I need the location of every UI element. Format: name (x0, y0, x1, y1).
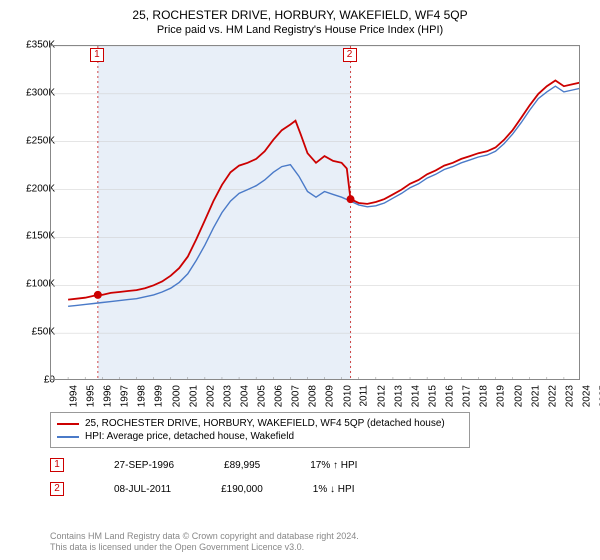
plot-area (50, 45, 580, 380)
x-tick-label: 2012 (376, 385, 387, 407)
x-tick-label: 2004 (239, 385, 250, 407)
x-tick-label: 1999 (154, 385, 165, 407)
x-tick-label: 1994 (68, 385, 79, 407)
x-tick-label: 2017 (461, 385, 472, 407)
transaction-date: 08-JUL-2011 (114, 484, 171, 495)
legend-label: HPI: Average price, detached house, Wake… (85, 431, 294, 442)
x-tick-label: 1997 (120, 385, 131, 407)
x-tick-label: 2009 (325, 385, 336, 407)
x-tick-label: 2015 (427, 385, 438, 407)
x-tick-label: 2013 (393, 385, 404, 407)
x-tick-label: 2001 (188, 385, 199, 407)
transaction-marker-icon: 2 (50, 482, 64, 496)
event-marker-icon: 2 (343, 48, 357, 62)
legend-swatch (57, 436, 79, 438)
footer-attribution: Contains HM Land Registry data © Crown c… (50, 531, 359, 554)
x-tick-label: 1998 (137, 385, 148, 407)
legend-item: 25, ROCHESTER DRIVE, HORBURY, WAKEFIELD,… (57, 417, 463, 430)
chart-subtitle: Price paid vs. HM Land Registry's House … (0, 22, 600, 40)
transaction-date: 27-SEP-1996 (114, 460, 174, 471)
legend-swatch (57, 423, 79, 425)
x-tick-label: 2008 (308, 385, 319, 407)
x-tick-label: 2016 (444, 385, 455, 407)
x-tick-label: 2002 (205, 385, 216, 407)
x-tick-label: 2011 (358, 385, 369, 407)
x-tick-label: 2022 (547, 385, 558, 407)
transaction-delta: 17% ↑ HPI (310, 460, 357, 471)
x-tick-label: 2021 (530, 385, 541, 407)
transaction-row: 2 08-JUL-2011 £190,000 1% ↓ HPI (50, 482, 354, 496)
transaction-price: £89,995 (224, 460, 260, 471)
transaction-delta: 1% ↓ HPI (313, 484, 355, 495)
legend: 25, ROCHESTER DRIVE, HORBURY, WAKEFIELD,… (50, 412, 470, 448)
x-tick-label: 2019 (496, 385, 507, 407)
x-tick-label: 1995 (85, 385, 96, 407)
chart-title: 25, ROCHESTER DRIVE, HORBURY, WAKEFIELD,… (0, 0, 600, 22)
footer-line: This data is licensed under the Open Gov… (50, 542, 359, 554)
event-marker-icon: 1 (90, 48, 104, 62)
x-tick-label: 2005 (256, 385, 267, 407)
legend-label: 25, ROCHESTER DRIVE, HORBURY, WAKEFIELD,… (85, 418, 445, 429)
x-tick-label: 1996 (102, 385, 113, 407)
transaction-price: £190,000 (221, 484, 263, 495)
footer-line: Contains HM Land Registry data © Crown c… (50, 531, 359, 543)
x-tick-label: 2014 (410, 385, 421, 407)
x-tick-label: 2003 (222, 385, 233, 407)
x-tick-label: 2010 (342, 385, 353, 407)
x-tick-label: 2023 (564, 385, 575, 407)
transaction-row: 1 27-SEP-1996 £89,995 17% ↑ HPI (50, 458, 357, 472)
transaction-marker-icon: 1 (50, 458, 64, 472)
x-tick-label: 2024 (581, 385, 592, 407)
legend-item: HPI: Average price, detached house, Wake… (57, 430, 463, 443)
x-tick-label: 2018 (479, 385, 490, 407)
chart-container: 25, ROCHESTER DRIVE, HORBURY, WAKEFIELD,… (0, 0, 600, 560)
x-tick-label: 2007 (291, 385, 302, 407)
x-tick-label: 2006 (273, 385, 284, 407)
x-tick-label: 2020 (513, 385, 524, 407)
chart-svg (51, 46, 579, 379)
x-tick-label: 2000 (171, 385, 182, 407)
